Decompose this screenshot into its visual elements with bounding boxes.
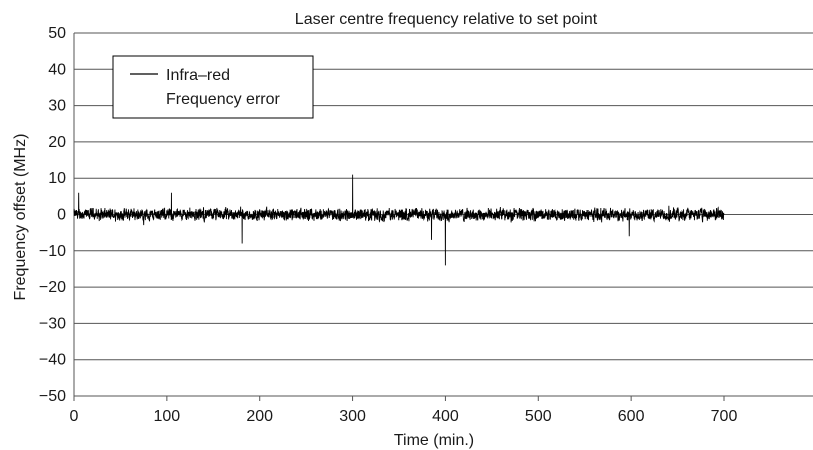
x-tick-label: 500: [525, 408, 552, 425]
legend: Infra–red Frequency error: [112, 55, 314, 119]
legend-box: [112, 55, 314, 119]
series-line-infra-red: [73, 174, 725, 266]
y-tick-label: 50: [48, 25, 66, 42]
x-tick-label: 100: [154, 408, 181, 425]
x-axis-label: Time (min.): [394, 432, 474, 449]
y-tick-labels: 50 40 30 20 10 0 −10 −20 −30 −40 −50: [39, 25, 66, 405]
y-tick-label: −20: [39, 279, 66, 296]
x-tick-label: 400: [432, 408, 459, 425]
y-tick-label: 0: [57, 207, 66, 224]
x-tick-label: 200: [246, 408, 273, 425]
y-tick-label: −40: [39, 352, 66, 369]
y-tick-label: −10: [39, 243, 66, 260]
chart-title: Laser centre frequency relative to set p…: [295, 11, 598, 28]
y-tick-label: −30: [39, 315, 66, 332]
x-tick-labels: 0 100 200 300 400 500 600 700: [70, 408, 738, 425]
legend-label-line2: Frequency error: [166, 91, 280, 108]
y-tick-label: −50: [39, 388, 66, 405]
x-tick-label: 700: [711, 408, 738, 425]
x-tick-label: 0: [70, 408, 79, 425]
legend-label-line1: Infra–red: [166, 67, 230, 84]
series-group: [73, 174, 725, 266]
x-tick-label: 300: [339, 408, 366, 425]
y-tick-label: 10: [48, 170, 66, 187]
y-axis-label: Frequency offset (MHz): [12, 134, 29, 301]
y-tick-label: 40: [48, 61, 66, 78]
y-tick-label: 30: [48, 98, 66, 115]
y-tick-label: 20: [48, 134, 66, 151]
x-tick-label: 600: [618, 408, 645, 425]
